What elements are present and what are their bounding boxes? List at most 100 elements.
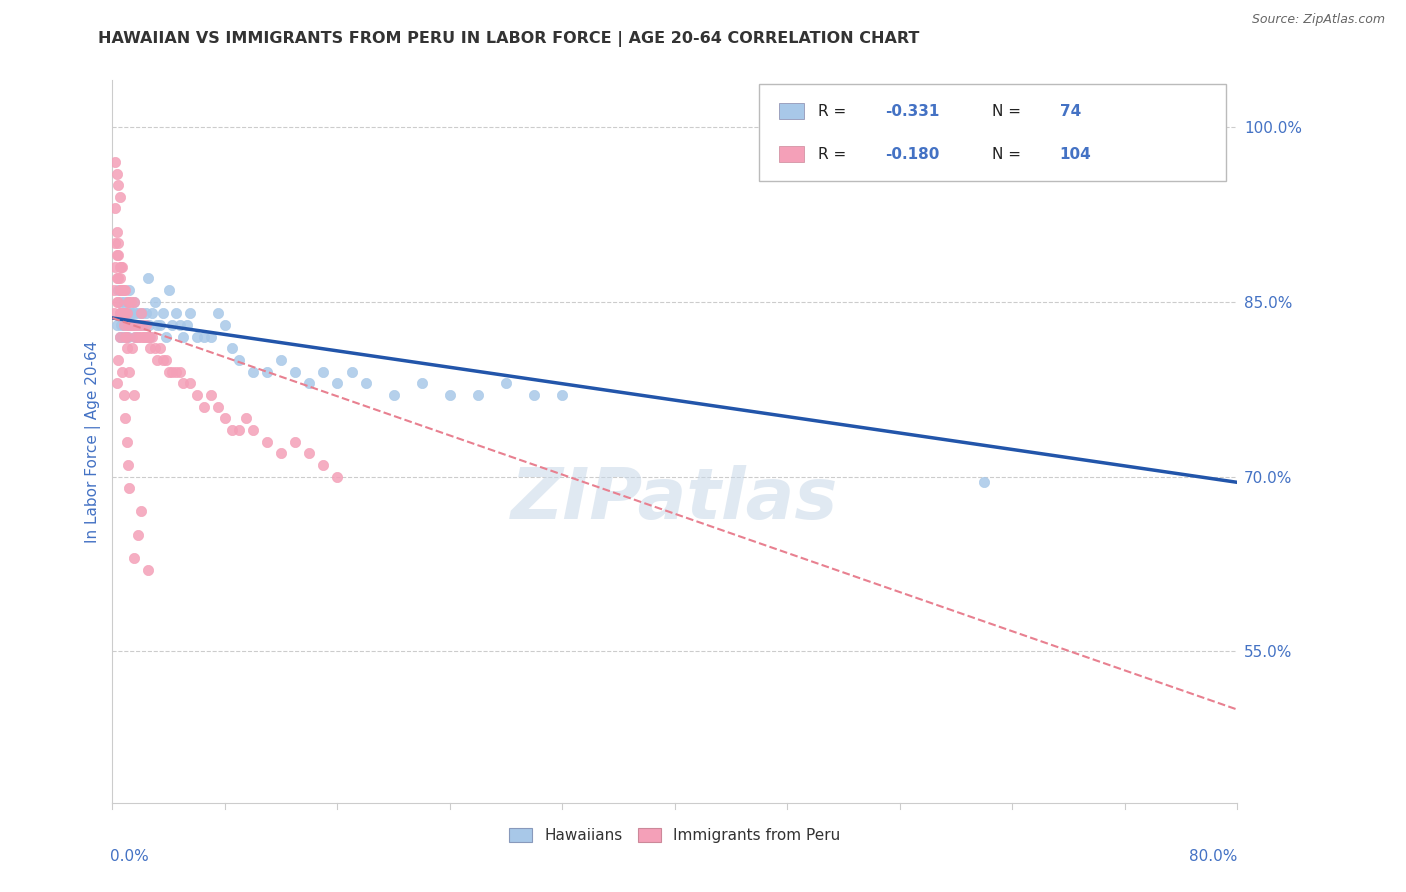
Point xyxy=(110,283,132,297)
Point xyxy=(139,341,162,355)
Point xyxy=(118,294,141,309)
Point xyxy=(131,318,153,332)
Point xyxy=(110,318,132,332)
Text: -0.180: -0.180 xyxy=(886,146,939,161)
Point xyxy=(105,376,128,391)
Point xyxy=(125,318,148,332)
Point xyxy=(172,376,194,391)
Point xyxy=(114,306,136,320)
Text: R =: R = xyxy=(818,103,851,119)
Point xyxy=(117,329,139,343)
Point xyxy=(128,318,150,332)
Point xyxy=(124,306,146,320)
Point xyxy=(354,376,377,391)
Point xyxy=(270,446,292,460)
Point xyxy=(111,306,134,320)
Point xyxy=(523,388,546,402)
Point xyxy=(111,260,134,274)
Point xyxy=(141,306,163,320)
Point xyxy=(121,318,143,332)
Point xyxy=(105,294,128,309)
Point xyxy=(134,329,156,343)
Text: 0.0%: 0.0% xyxy=(110,849,149,864)
Point xyxy=(121,306,143,320)
Point xyxy=(105,167,128,181)
Point xyxy=(228,423,250,437)
Point xyxy=(108,283,131,297)
Point xyxy=(105,271,128,285)
Text: ZIPatlas: ZIPatlas xyxy=(512,465,838,533)
Point xyxy=(340,365,363,379)
Point xyxy=(110,294,132,309)
Point xyxy=(138,318,160,332)
Point xyxy=(115,318,138,332)
Point xyxy=(131,306,153,320)
Point xyxy=(135,306,157,320)
Point xyxy=(136,563,159,577)
Point xyxy=(193,400,215,414)
Point xyxy=(110,283,132,297)
Point xyxy=(495,376,517,391)
Point xyxy=(104,202,127,216)
Point xyxy=(107,236,129,251)
Text: 80.0%: 80.0% xyxy=(1189,849,1237,864)
Point xyxy=(200,329,222,343)
Y-axis label: In Labor Force | Age 20-64: In Labor Force | Age 20-64 xyxy=(86,341,101,542)
Point xyxy=(135,318,157,332)
Point xyxy=(118,318,141,332)
Point xyxy=(115,341,138,355)
Point xyxy=(221,423,243,437)
Point xyxy=(169,318,191,332)
Point xyxy=(108,260,131,274)
Point xyxy=(326,376,349,391)
Point xyxy=(312,365,335,379)
Point xyxy=(143,341,166,355)
Point xyxy=(155,353,177,368)
Point xyxy=(112,318,135,332)
Point xyxy=(114,329,136,343)
Point xyxy=(111,365,134,379)
Point xyxy=(242,365,264,379)
Point xyxy=(108,306,131,320)
Point xyxy=(104,154,127,169)
Text: R =: R = xyxy=(818,146,851,161)
Point xyxy=(120,318,142,332)
Text: N =: N = xyxy=(993,103,1026,119)
Point xyxy=(134,329,156,343)
Point xyxy=(110,306,132,320)
Point xyxy=(110,306,132,320)
Point xyxy=(107,248,129,262)
Point xyxy=(172,329,194,343)
Point xyxy=(179,306,201,320)
Point xyxy=(124,329,146,343)
Point xyxy=(115,294,138,309)
Point xyxy=(136,329,159,343)
Point xyxy=(117,306,139,320)
Point xyxy=(160,365,183,379)
Point xyxy=(270,353,292,368)
Point xyxy=(284,365,307,379)
Point xyxy=(298,446,321,460)
Point xyxy=(143,294,166,309)
Point xyxy=(129,306,152,320)
Point xyxy=(107,178,129,193)
Point xyxy=(120,318,142,332)
Point xyxy=(122,551,145,566)
Point xyxy=(141,329,163,343)
Point xyxy=(186,329,208,343)
FancyBboxPatch shape xyxy=(759,84,1226,181)
Point xyxy=(125,318,148,332)
Point xyxy=(165,306,187,320)
Point xyxy=(169,365,191,379)
FancyBboxPatch shape xyxy=(779,103,804,120)
Point xyxy=(114,306,136,320)
Point xyxy=(121,341,143,355)
Point xyxy=(129,504,152,518)
Point xyxy=(256,365,278,379)
Point xyxy=(111,329,134,343)
Point xyxy=(136,271,159,285)
Point xyxy=(146,353,169,368)
Point xyxy=(108,329,131,343)
Point xyxy=(128,318,150,332)
Point xyxy=(112,388,135,402)
